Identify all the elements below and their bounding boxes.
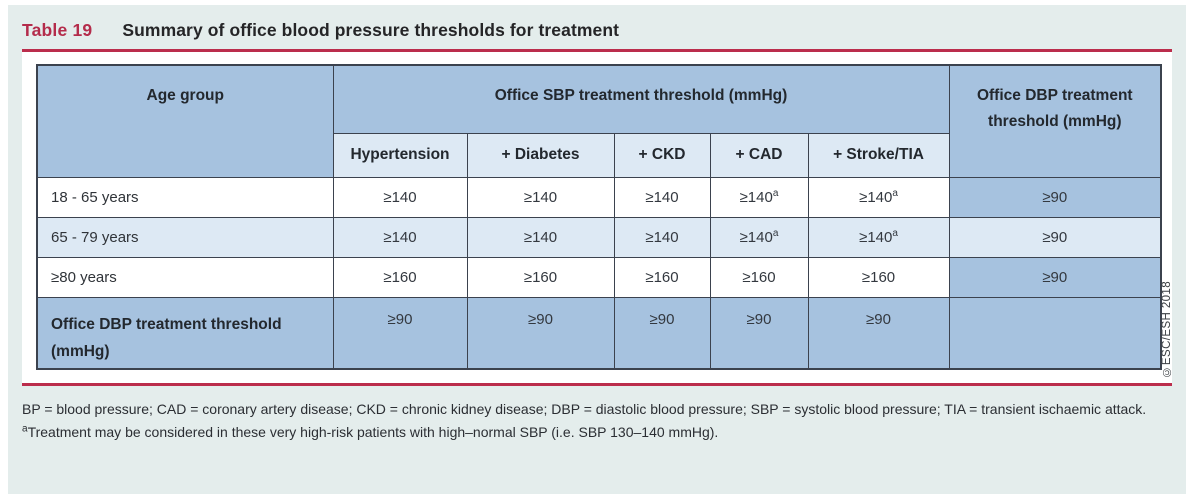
cell-stroke-tia: ≥160: [807, 256, 950, 298]
cell-ckd: ≥90: [613, 296, 711, 370]
cell-ckd: ≥140: [613, 216, 711, 258]
cell-stroke-tia: ≥90: [807, 296, 950, 370]
table-row-18-65: 18 - 65 years ≥140 ≥140 ≥140 ≥140a ≥140a…: [36, 176, 1162, 218]
row-label: Office DBP treatment threshold (mmHg): [36, 296, 334, 370]
col-header-cad: + CAD: [709, 132, 809, 178]
table-row-65-79: 65 - 79 years ≥140 ≥140 ≥140 ≥140a ≥140a…: [36, 216, 1162, 258]
cell-cad: ≥90: [709, 296, 809, 370]
cell-diabetes: ≥140: [466, 216, 615, 258]
col-header-stroke-tia: + Stroke/TIA: [807, 132, 950, 178]
col-header-hypertension: Hypertension: [332, 132, 468, 178]
footnotes: BP = blood pressure; CAD = coronary arte…: [8, 386, 1186, 443]
col-header-dbp-group: Office DBP treatment threshold (mmHg): [948, 64, 1162, 178]
cell-stroke-tia: ≥140a: [807, 176, 950, 218]
table-row-80plus: ≥80 years ≥160 ≥160 ≥160 ≥160 ≥160 ≥90: [36, 256, 1162, 298]
note-a: aTreatment may be considered in these ve…: [22, 421, 1160, 444]
bottom-rule: [22, 383, 1172, 386]
note-a-text: Treatment may be considered in these ver…: [27, 423, 719, 440]
col-header-diabetes: + Diabetes: [466, 132, 615, 178]
table-caption: Table 19 Summary of office blood pressur…: [8, 5, 1186, 49]
top-rule: [22, 49, 1172, 52]
cell-hypertension: ≥90: [332, 296, 468, 370]
note-a-marker: a: [22, 422, 28, 434]
abbreviations-note: BP = blood pressure; CAD = coronary arte…: [22, 401, 1147, 417]
table-number: Table 19: [22, 20, 93, 40]
col-header-ckd: + CKD: [613, 132, 711, 178]
cell-diabetes: ≥140: [466, 176, 615, 218]
table-title: Summary of office blood pressure thresho…: [122, 20, 620, 40]
cell-ckd: ≥160: [613, 256, 711, 298]
copyright-watermark: ©ESC/ESH 2018: [1161, 280, 1173, 377]
cell-cad: ≥140a: [709, 176, 809, 218]
cell-hypertension: ≥140: [332, 176, 468, 218]
cell-diabetes: ≥90: [466, 296, 615, 370]
col-header-sbp-group: Office SBP treatment threshold (mmHg): [332, 64, 950, 134]
cell-hypertension: ≥140: [332, 216, 468, 258]
cell-dbp-empty: [948, 296, 1162, 370]
cell-diabetes: ≥160: [466, 256, 615, 298]
row-label: 18 - 65 years: [36, 176, 334, 218]
cell-cad: ≥140a: [709, 216, 809, 258]
row-label: ≥80 years: [36, 256, 334, 298]
cell-ckd: ≥140: [613, 176, 711, 218]
figure-card: Table 19 Summary of office blood pressur…: [8, 5, 1186, 494]
cell-stroke-tia: ≥140a: [807, 216, 950, 258]
cell-cad: ≥160: [709, 256, 809, 298]
cell-dbp: ≥90: [948, 176, 1162, 218]
bp-threshold-table: Age group Office SBP treatment threshold…: [36, 64, 1163, 370]
col-header-age-group: Age group: [36, 64, 334, 178]
row-label: 65 - 79 years: [36, 216, 334, 258]
cell-dbp: ≥90: [948, 216, 1162, 258]
table-row-dbp-threshold: Office DBP treatment threshold (mmHg) ≥9…: [36, 296, 1162, 370]
table-panel: Age group Office SBP treatment threshold…: [22, 52, 1173, 383]
cell-dbp: ≥90: [948, 256, 1162, 298]
cell-hypertension: ≥160: [332, 256, 468, 298]
